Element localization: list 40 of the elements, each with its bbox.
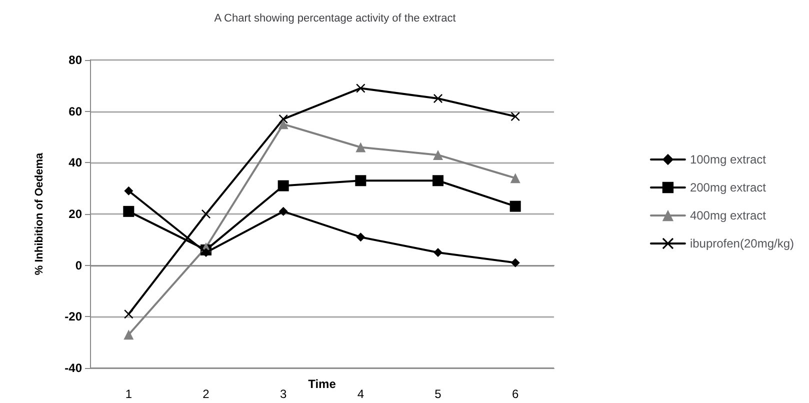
legend-label: 100mg extract — [690, 152, 767, 166]
point — [278, 206, 288, 216]
point — [278, 180, 289, 192]
point — [356, 232, 366, 242]
x-tick-label: 3 — [280, 387, 287, 401]
y-axis-title: % Inhibition of Oedema — [34, 152, 46, 276]
y-tick-label: 60 — [68, 104, 82, 118]
y-tick-label: -40 — [64, 361, 82, 375]
x-tick-label: 5 — [434, 387, 442, 401]
point — [278, 119, 288, 130]
point — [510, 112, 520, 121]
x-tick-label: 6 — [512, 387, 519, 401]
y-tick-label: 20 — [68, 207, 82, 221]
y-tick-label: -20 — [64, 310, 82, 324]
point — [202, 248, 210, 257]
legend-label: ibuprofen(20mg/kg) — [690, 236, 794, 250]
point — [123, 206, 134, 217]
x-tick-label: 2 — [202, 387, 210, 401]
point — [356, 84, 366, 93]
point — [434, 248, 442, 257]
x-tick-label: 4 — [357, 387, 364, 401]
legend-label: 200mg extract — [690, 180, 767, 194]
legend-label: 400mg extract — [690, 208, 767, 222]
point — [355, 175, 366, 186]
point — [433, 150, 443, 160]
x-axis-title: Time — [308, 377, 336, 391]
y-tick-label: 80 — [68, 53, 82, 67]
point — [124, 330, 134, 340]
point — [124, 186, 134, 196]
y-tick-label: 0 — [75, 258, 82, 272]
y-tick-label: 40 — [68, 156, 82, 170]
point — [278, 114, 288, 124]
x-tick-label: 1 — [125, 387, 132, 401]
point — [510, 200, 521, 212]
point — [510, 258, 520, 268]
point — [356, 142, 366, 152]
point — [432, 175, 444, 186]
point — [124, 310, 134, 319]
point — [510, 173, 520, 184]
chart-title: A Chart showing percentage activity of the extract — [214, 12, 456, 24]
